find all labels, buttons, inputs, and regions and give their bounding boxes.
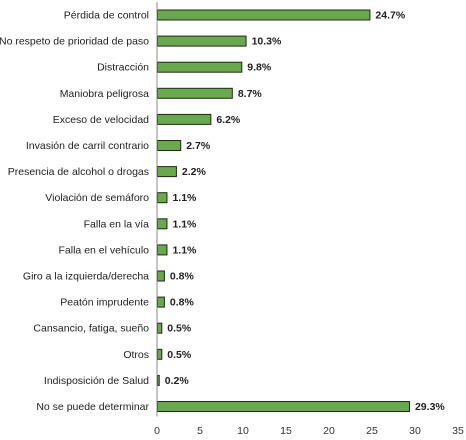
category-label: Cansancio, fatiga, sueño — [33, 323, 149, 335]
bars-layer: Pérdida de control 24.7% No respeto de pri… — [0, 9, 445, 413]
x-tick-label: 25 — [366, 425, 378, 437]
bar — [157, 322, 163, 334]
value-label: 10.3% — [252, 36, 282, 48]
value-label: 0.8% — [170, 297, 195, 309]
bar — [157, 218, 168, 230]
value-label: 1.1% — [172, 192, 197, 204]
value-label: 2.7% — [186, 140, 211, 152]
value-label: 8.7% — [238, 88, 263, 100]
bar — [157, 140, 182, 151]
value-label: 24.7% — [375, 10, 405, 22]
category-label: Indisposición de Salud — [44, 375, 149, 387]
category-label: Invasión de carril contrario — [26, 140, 149, 152]
value-label: 1.1% — [172, 218, 197, 230]
bar — [157, 35, 247, 47]
x-tick-label: 5 — [197, 425, 203, 437]
value-label: 0.8% — [170, 271, 195, 283]
bar — [157, 374, 160, 386]
category-label: Falla en el vehículo — [59, 244, 150, 256]
value-label: 2.2% — [182, 166, 207, 178]
x-tick-label: 15 — [280, 425, 292, 437]
value-label: 29.3% — [415, 401, 445, 413]
category-label: No se puede determinar — [36, 401, 149, 413]
bar — [157, 9, 371, 21]
bar — [157, 401, 410, 412]
bar — [157, 87, 233, 99]
category-label: Distracción — [97, 62, 149, 74]
category-label: Presencia de alcohol o drogas — [8, 166, 149, 178]
value-label: 0.2% — [165, 375, 190, 387]
bar — [157, 244, 168, 256]
category-label: Otros — [123, 349, 149, 361]
bar — [157, 348, 163, 360]
x-tick-label: 30 — [409, 425, 421, 437]
bar — [157, 192, 168, 204]
category-label: Giro a la izquierda/derecha — [23, 271, 149, 283]
category-label: Pérdida de control — [64, 10, 149, 22]
x-tick-label: 0 — [154, 425, 160, 437]
category-label: Exceso de velocidad — [53, 114, 149, 126]
value-label: 6.2% — [216, 114, 241, 126]
category-label: No respeto de prioridad de paso — [0, 36, 149, 48]
value-label: 0.5% — [167, 349, 192, 361]
bar — [157, 113, 212, 125]
axis-layer: 0 5 10 15 20 25 30 35 — [154, 2, 464, 437]
bar — [157, 166, 177, 178]
value-label: 1.1% — [172, 244, 197, 256]
value-label: 0.5% — [167, 323, 192, 335]
x-tick-label: 35 — [452, 425, 464, 437]
category-label: Peatón imprudente — [60, 297, 149, 309]
bar — [157, 270, 165, 282]
category-label: Maniobra peligrosa — [60, 88, 149, 100]
category-label: Violación de semáforo — [45, 192, 149, 204]
x-tick-label: 20 — [323, 425, 335, 437]
category-label: Falla en la vía — [84, 218, 150, 230]
bar — [157, 296, 165, 308]
value-label: 9.8% — [247, 62, 272, 74]
bar — [157, 61, 243, 73]
x-tick-label: 10 — [237, 425, 249, 437]
